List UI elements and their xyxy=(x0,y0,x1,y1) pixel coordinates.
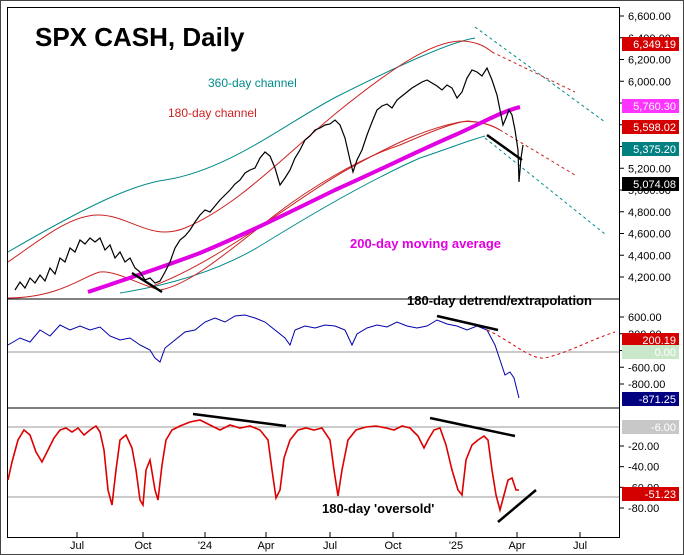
value-badge: 5,598.02 xyxy=(622,120,679,134)
value-badge: 5,074.08 xyxy=(622,177,679,191)
oversold-line xyxy=(7,419,519,514)
x-tick-label: '24 xyxy=(198,540,212,552)
price-y-tick-label: 4,800.00 xyxy=(628,207,671,219)
value-badge: 200.19 xyxy=(622,333,679,347)
annotation-180-day-channel: 180-day channel xyxy=(168,106,257,120)
oversold-y-tick-label: -20.00 xyxy=(628,441,659,453)
price-y-tick-label: 4,600.00 xyxy=(628,229,671,241)
value-badge-label: -871.25 xyxy=(639,394,676,406)
value-badge-label: 0.00 xyxy=(655,347,676,359)
value-badge: -871.25 xyxy=(622,392,679,406)
annotation-360-day-channel: 360-day channel xyxy=(208,76,297,90)
x-tick-label: Oct xyxy=(134,540,151,552)
channel-180-lower-extrapolation xyxy=(499,129,576,176)
value-badge-box xyxy=(622,37,679,51)
x-tick-label: Apr xyxy=(508,540,525,552)
x-axis: Jul Oct '24 Apr Jul Oct '25 Apr Jul xyxy=(70,532,587,552)
value-badge-label: 200.19 xyxy=(642,335,676,347)
value-badge-label: 6,349.19 xyxy=(633,39,676,51)
value-badge-box xyxy=(622,345,679,359)
value-badge-label: 5,598.02 xyxy=(633,122,676,134)
x-tick-label: Jul xyxy=(70,540,84,552)
detrend-divergence-line xyxy=(436,314,499,332)
value-badge-box xyxy=(622,120,679,134)
price-y-tick-label: 6,200.00 xyxy=(628,55,671,67)
value-badge-label: -51.23 xyxy=(645,489,676,501)
value-badge: 0.00 xyxy=(622,345,679,359)
x-tick-label: Apr xyxy=(257,540,274,552)
value-badge: -51.23 xyxy=(622,487,679,501)
price-y-tick-label: 6,000.00 xyxy=(628,76,671,88)
value-badge: 5,375.20 xyxy=(622,142,679,156)
value-badge-box xyxy=(622,392,679,406)
spx-price-line xyxy=(14,66,524,291)
detrend-panel-title: 180-day detrend/extrapolation xyxy=(407,293,592,308)
channel-360-upper xyxy=(7,37,476,253)
channel-180-upper xyxy=(7,40,493,263)
value-badge-box xyxy=(622,177,679,191)
price-marker-oct-low xyxy=(131,271,163,294)
price-y-tick-label: 4,200.00 xyxy=(628,272,671,284)
oversold-panel-title: 180-day 'oversold' xyxy=(322,501,434,516)
channel-360-upper-extrapolation xyxy=(474,26,606,123)
value-badge-box xyxy=(622,333,679,347)
oversold-divergence-line-2025 xyxy=(429,416,516,438)
oversold-y-tick-label: -40.00 xyxy=(628,462,659,474)
channel-180-day xyxy=(7,40,576,299)
detrend-y-tick-label: 600.00 xyxy=(628,312,662,324)
value-badge-label: 5,375.20 xyxy=(633,144,676,156)
channel-180-mid xyxy=(149,121,501,288)
price-marker-recent-low xyxy=(486,133,523,162)
value-badge-box xyxy=(622,487,679,501)
chart-title: SPX CASH, Daily xyxy=(35,22,245,52)
channel-360-day xyxy=(7,26,606,294)
oversold-upturn-line xyxy=(497,489,537,523)
price-y-tick-label: 4,400.00 xyxy=(628,250,671,262)
oversold-divergence-line-2024 xyxy=(192,412,287,428)
price-y-tick-label: 6,600.00 xyxy=(628,11,671,23)
oversold-y-tick-label: -80.00 xyxy=(628,503,659,515)
value-badge-box xyxy=(622,420,679,434)
detrend-y-tick-label: -600.00 xyxy=(628,362,665,374)
value-badge: 6,349.19 xyxy=(622,37,679,51)
annotation-200-day-moving-average: 200-day moving average xyxy=(350,236,501,251)
channel-360-lower-extrapolation xyxy=(484,137,606,235)
value-badge: -6.00 xyxy=(622,420,679,434)
x-tick-label: Jul xyxy=(323,540,337,552)
channel-360-lower xyxy=(119,135,486,294)
value-badge: 5,760.30 xyxy=(622,99,679,113)
value-badge-label: -6.00 xyxy=(651,422,676,434)
value-badge-label: 5,074.08 xyxy=(633,179,676,191)
price-y-tick-label: 5,200.00 xyxy=(628,163,671,175)
x-tick-label: '25 xyxy=(449,540,463,552)
value-badge-box xyxy=(622,142,679,156)
value-badge-label: 5,760.30 xyxy=(633,101,676,113)
value-badges: 6,349.19 5,760.30 5,598.02 5,375.20 5,074.08… xyxy=(622,37,679,501)
ma-200-day-line xyxy=(87,105,521,294)
value-badge-box xyxy=(622,99,679,113)
x-tick-label: Jul xyxy=(573,540,587,552)
x-tick-label: Oct xyxy=(384,540,401,552)
detrend-line xyxy=(7,314,520,399)
detrend-y-tick-label: -800.00 xyxy=(628,379,665,391)
